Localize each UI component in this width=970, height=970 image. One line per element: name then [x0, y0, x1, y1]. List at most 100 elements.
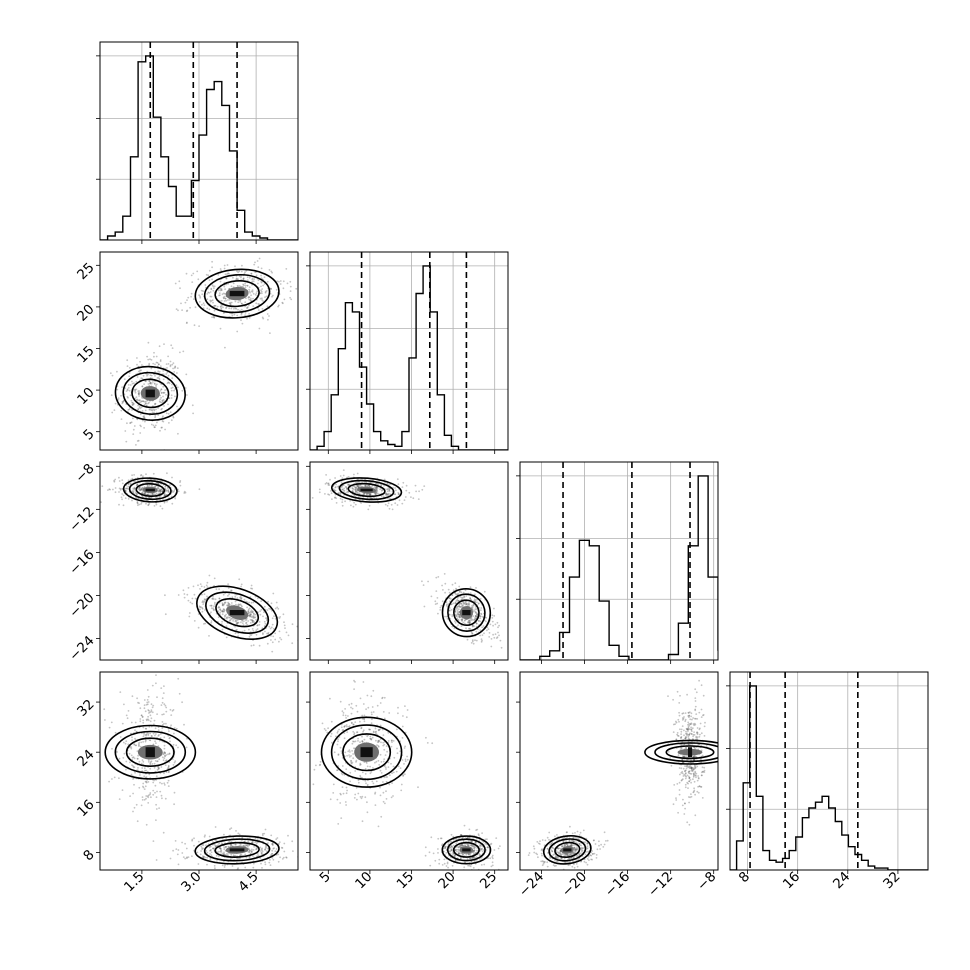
sample-point: [122, 757, 125, 759]
sample-point: [206, 293, 209, 295]
sample-point: [146, 355, 149, 358]
sample-point: [454, 849, 457, 852]
sample-point: [383, 776, 386, 779]
sample-point: [133, 487, 136, 490]
sample-point: [255, 842, 258, 845]
density-peak-0: [360, 488, 373, 492]
sample-point: [235, 843, 237, 846]
sample-point: [198, 488, 201, 491]
sample-point: [249, 614, 252, 616]
sample-point: [692, 758, 695, 761]
sample-point: [250, 294, 253, 297]
sample-point: [183, 593, 186, 595]
sample-point: [151, 409, 153, 411]
sample-point: [147, 402, 149, 405]
sample-point: [377, 741, 380, 743]
sample-point: [128, 408, 131, 411]
sample-point: [111, 747, 113, 750]
sample-point: [167, 412, 170, 415]
sample-point: [212, 847, 215, 850]
sample-point: [351, 722, 353, 725]
sample-point: [147, 715, 150, 718]
sample-point: [374, 804, 377, 806]
sample-point: [365, 762, 368, 764]
sample-point: [457, 853, 460, 855]
sample-point: [456, 606, 459, 608]
sample-point: [178, 692, 181, 695]
sample-point: [458, 605, 460, 608]
sample-point: [154, 402, 157, 405]
sample-point: [149, 408, 152, 411]
sample-point: [497, 631, 499, 634]
sample-point: [330, 490, 332, 492]
sample-point: [455, 606, 458, 609]
sample-point: [240, 583, 243, 586]
sample-point: [470, 844, 473, 847]
sample-point: [270, 288, 272, 290]
sample-point: [368, 493, 371, 496]
sample-point: [157, 729, 160, 731]
sample-point: [678, 781, 681, 784]
sample-point: [474, 599, 477, 601]
sample-point: [346, 725, 348, 728]
sample-point: [489, 623, 492, 626]
sample-point: [248, 290, 251, 293]
sample-point: [344, 500, 346, 503]
sample-point: [269, 864, 272, 866]
sample-point: [408, 491, 411, 494]
sample-point: [124, 489, 127, 492]
sample-point: [278, 640, 280, 643]
sample-point: [271, 271, 273, 274]
sample-point: [271, 857, 274, 859]
sample-point: [393, 756, 396, 759]
sample-point: [144, 769, 146, 772]
sample-point: [282, 287, 285, 290]
sample-point: [149, 793, 151, 796]
sample-point: [234, 265, 236, 268]
sample-point: [471, 840, 473, 843]
sample-point: [145, 776, 148, 778]
sample-point: [455, 599, 458, 602]
sample-point: [159, 489, 162, 492]
sample-point: [479, 597, 482, 600]
sample-point: [141, 410, 144, 412]
sample-point: [275, 601, 278, 604]
sample-point: [159, 490, 162, 493]
sample-point: [325, 482, 328, 484]
sample-point: [361, 718, 364, 720]
sample-point: [252, 297, 254, 300]
sample-point: [227, 272, 230, 275]
sample-point: [367, 485, 370, 487]
sample-point: [353, 688, 355, 690]
sample-point: [700, 786, 703, 788]
sample-point: [361, 776, 363, 779]
sample-point: [263, 611, 265, 614]
sample-point: [187, 296, 190, 299]
sample-point: [236, 621, 239, 624]
sample-point: [375, 482, 378, 485]
sample-point: [694, 688, 697, 691]
sample-point: [160, 401, 163, 404]
sample-point: [143, 416, 146, 419]
sample-point: [230, 853, 233, 856]
sample-point: [168, 484, 171, 487]
sample-point: [392, 765, 395, 768]
sample-point: [234, 632, 237, 635]
sample-point: [282, 302, 284, 305]
sample-point: [345, 717, 347, 719]
sample-point: [386, 488, 389, 490]
sample-point: [223, 285, 226, 288]
sample-point: [457, 619, 460, 622]
sample-point: [350, 755, 352, 757]
sample-point: [361, 735, 363, 738]
sample-point: [494, 623, 497, 626]
sample-point: [238, 833, 241, 836]
sample-point: [262, 300, 265, 302]
sample-point: [473, 856, 476, 859]
sample-point: [139, 720, 142, 723]
sample-point: [140, 369, 143, 372]
sample-point: [252, 280, 255, 283]
sample-point: [456, 598, 459, 601]
sample-point: [350, 504, 352, 507]
sample-point: [120, 394, 122, 397]
